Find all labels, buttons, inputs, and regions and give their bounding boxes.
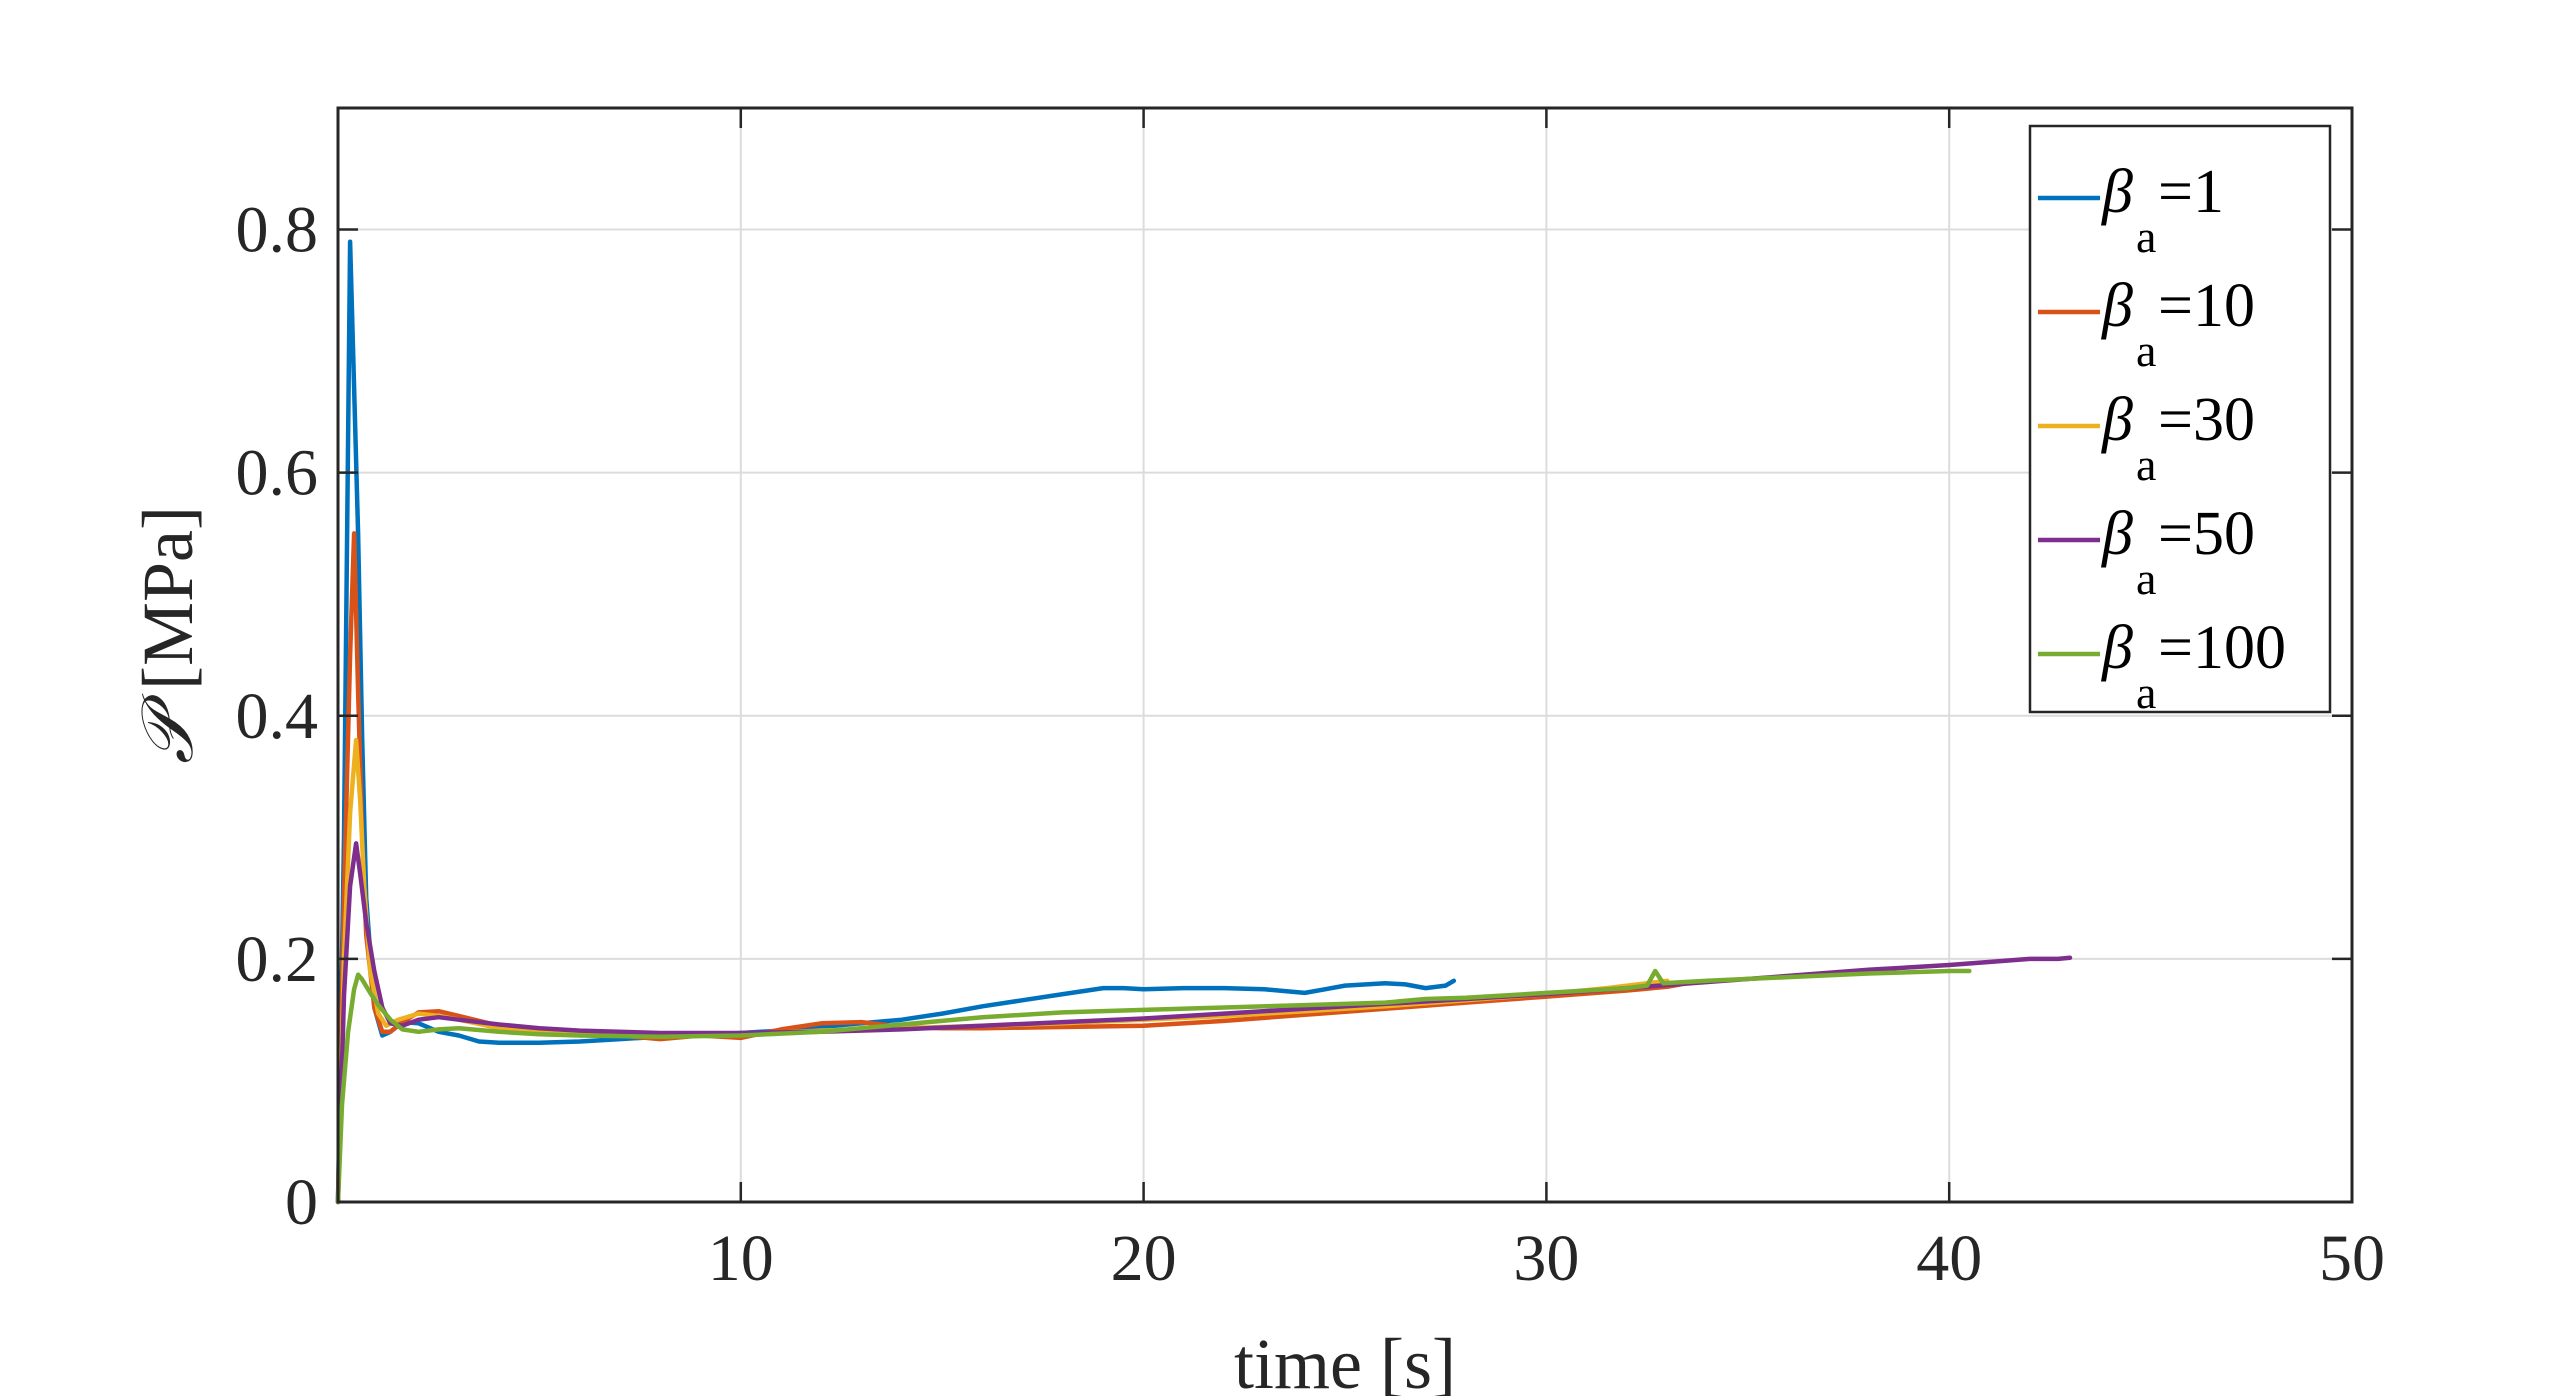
axis-ticks	[338, 108, 2354, 1204]
y-tick-label: 0.8	[236, 194, 319, 267]
y-tick-labels: 0 0.2 0.4 0.6 0.8	[236, 194, 319, 1239]
legend-item: βa=100	[2038, 614, 2286, 718]
x-tick-labels: 10 20 30 40 50	[708, 1222, 2385, 1295]
legend-subscript: a	[2136, 667, 2156, 718]
legend-item: βa=30	[2038, 386, 2255, 490]
y-tick-label: 0.4	[236, 680, 319, 753]
legend-subscript: a	[2136, 553, 2156, 604]
y-axis-title: 𝒫[MPa]	[128, 506, 208, 764]
legend-value: =50	[2158, 500, 2255, 568]
series-line-5	[335, 968, 1972, 1205]
legend-item: βa=50	[2038, 500, 2255, 604]
plot-frame	[336, 106, 2354, 1204]
legend-symbol: β	[2101, 158, 2133, 226]
legend-value: =30	[2158, 386, 2255, 454]
x-tick-label: 10	[708, 1222, 774, 1295]
legend-value: =10	[2158, 272, 2255, 340]
plot-area	[338, 108, 2352, 1202]
x-tick-label: 50	[2319, 1222, 2385, 1295]
y-tick-label: 0.2	[236, 923, 319, 996]
legend-value: =100	[2158, 614, 2286, 682]
x-tick-label: 40	[1916, 1222, 1982, 1295]
legend-item: βa=10	[2038, 272, 2255, 376]
x-axis-title: time [s]	[1234, 1324, 1456, 1396]
x-tick-label: 30	[1513, 1222, 1579, 1295]
legend-symbol: β	[2101, 500, 2133, 568]
series-layer	[335, 239, 2073, 1205]
legend-item: βa=1	[2038, 158, 2224, 262]
y-axis-unit: [MPa]	[128, 506, 208, 690]
legend-subscript: a	[2136, 211, 2156, 262]
legend-subscript: a	[2136, 439, 2156, 490]
legend-symbol: β	[2101, 272, 2133, 340]
legend-symbol: β	[2101, 386, 2133, 454]
y-tick-label: 0	[285, 1166, 318, 1239]
y-tick-label: 0.6	[236, 437, 319, 510]
grid-lines	[338, 108, 2352, 1202]
legend-symbol: β	[2101, 614, 2133, 682]
legend-box	[2028, 124, 2332, 714]
x-tick-label: 20	[1111, 1222, 1177, 1295]
legend-subscript: a	[2136, 325, 2156, 376]
legend-value: =1	[2158, 158, 2224, 226]
